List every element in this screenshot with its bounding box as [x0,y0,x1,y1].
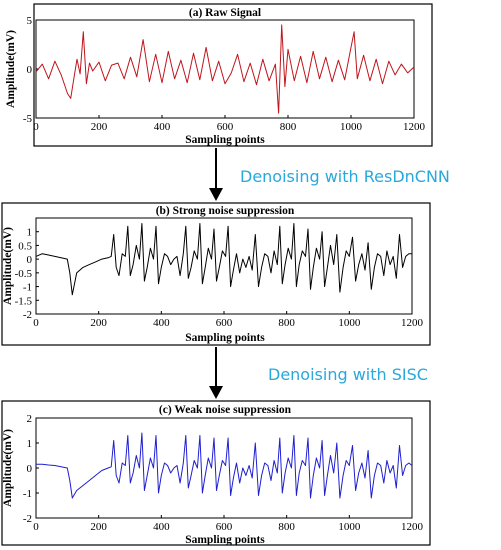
y-tick-label: 1 [27,227,33,239]
panel-raw-xlabel: Sampling points [185,134,265,146]
series-line-strong [35,223,412,296]
x-tick-label: 1000 [338,317,361,329]
y-tick-label: -5 [23,113,33,125]
panel-strong-title: (b) Strong noise suppression [156,205,295,217]
x-tick-label: 400 [153,317,170,329]
arrow-label-sisc: Denoising with SISC [268,365,428,384]
series-line-raw [35,24,415,114]
panel-strong-ticks: 0 200 400 600 800 1000 1200 10.5 0 -0.5 -1-1.5 -2 [15,227,424,329]
x-tick-label: 0 [33,121,39,133]
y-tick-label: -1 [23,488,32,500]
x-tick-label: 400 [154,121,171,133]
panel-weak-xlabel: Sampling points [185,534,265,546]
arrow-label-resdncnn: Denoising with ResDnCNN [240,167,450,186]
x-tick-label: 400 [153,521,170,533]
y-tick-label: 0 [27,254,33,266]
y-tick-label: 2 [27,413,33,425]
y-tick-label: 0 [27,64,33,76]
panel-strong-suppression: (b) Strong noise suppression Amplitude(m… [1,202,431,346]
arrow-head [209,386,223,399]
panel-strong-xlabel: Sampling points [185,332,265,344]
x-tick-label: 1200 [403,121,426,133]
x-tick-label: 200 [90,317,107,329]
arrow-sisc: Denoising with SISC [209,347,428,399]
x-tick-label: 0 [33,317,39,329]
x-tick-label: 1000 [338,521,361,533]
series-line-weak [36,432,413,499]
panel-weak-suppression: (c) Weak noise suppression Amplitude(mV)… [1,400,431,546]
x-tick-label: 1200 [401,521,424,533]
x-tick-label: 800 [278,521,295,533]
y-tick-label: 1 [27,438,33,450]
y-tick-label: -2 [23,309,32,321]
x-tick-label: 800 [278,317,295,329]
arrow-head [209,188,223,201]
x-tick-label: 1000 [340,121,363,133]
panel-strong-ylabel: Amplitude(mV) [2,227,14,305]
y-tick-label: -1 [23,282,32,294]
y-tick-label: 0 [27,463,33,475]
x-tick-label: 600 [216,521,233,533]
y-tick-label: -1.5 [15,295,33,307]
panel-weak-title: (c) Weak noise suppression [159,404,292,416]
x-tick-label: 600 [217,121,234,133]
y-tick-label: 0.5 [18,240,32,252]
x-tick-label: 200 [91,121,108,133]
x-tick-label: 600 [216,317,233,329]
panel-raw-title: (a) Raw Signal [189,7,261,19]
y-tick-label: 5 [27,15,33,27]
x-tick-label: 200 [90,521,107,533]
panel-weak-ylabel: Amplitude(mV) [2,429,14,507]
arrow-resdncnn: Denoising with ResDnCNN [209,148,450,201]
panel-raw-ylabel: Amplitude(mV) [5,30,17,108]
x-tick-label: 1200 [401,317,424,329]
panel-weak-ticks: 0 200 400 600 800 1000 1200 2 1 0 -1 -2 [23,413,424,533]
y-tick-label: -2 [23,513,32,525]
x-tick-label: 800 [280,121,297,133]
panel-raw-signal: (a) Raw Signal Amplitude(mV) Sampling po… [5,3,433,147]
y-tick-label: -0.5 [15,268,33,280]
x-tick-label: 0 [33,521,39,533]
panel-raw-frame [33,3,433,147]
